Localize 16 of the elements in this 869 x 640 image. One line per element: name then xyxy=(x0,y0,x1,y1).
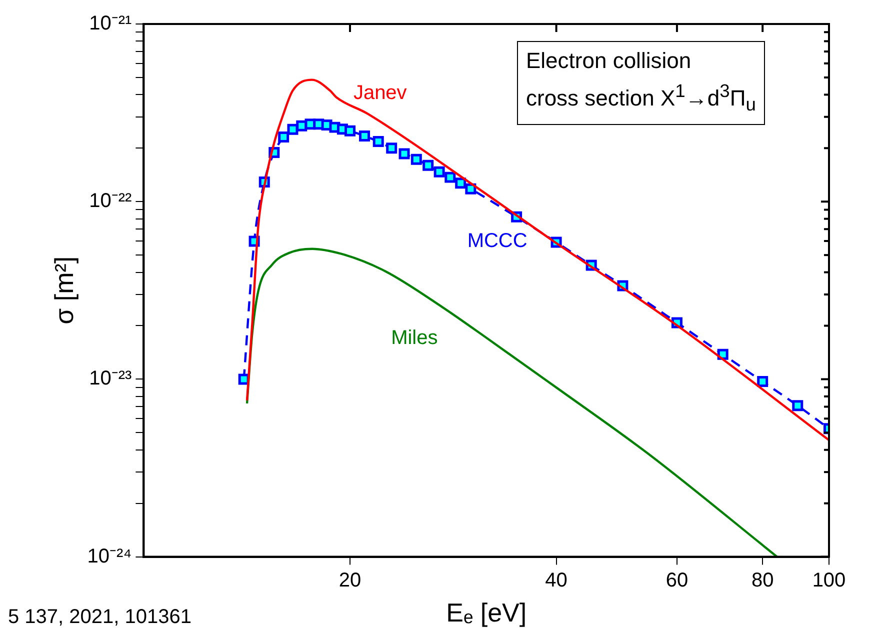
x-tick-label: 60 xyxy=(666,569,688,592)
y-tick-label: 10⁻²³ xyxy=(89,368,132,390)
series-label: MCCC xyxy=(467,230,528,252)
y-tick-label: 10⁻²² xyxy=(89,190,132,212)
x-tick-label: 100 xyxy=(812,569,846,592)
series-label: Miles xyxy=(391,326,438,349)
series-label: Janev xyxy=(353,82,407,104)
y-tick-label: 10⁻²¹ xyxy=(89,12,132,35)
text: 5 137, 2021, 101361 xyxy=(8,606,192,629)
annotation: Electron collision cross section X$^{1}$→d$^{3}$Π$_{u}$ xyxy=(517,41,765,125)
x-tick-label: 20 xyxy=(338,569,362,592)
y-tick-label: 10⁻²⁴ xyxy=(87,545,132,568)
x-tick-label: 80 xyxy=(751,569,774,592)
y-axis-title: σ [m²] xyxy=(48,256,79,324)
x-axis-title: Eₑ [eV] xyxy=(446,598,527,628)
x-tick-label: 40 xyxy=(545,569,568,592)
